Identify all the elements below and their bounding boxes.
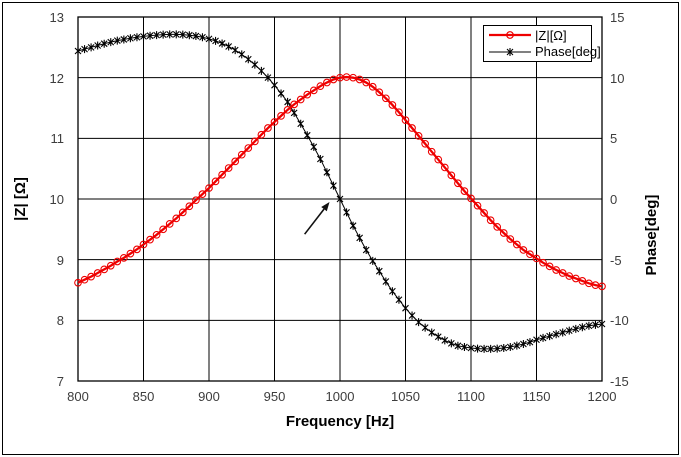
y-left-tick-label: 11 [50, 131, 65, 147]
x-tick-label: 1100 [457, 389, 485, 404]
right-axis-title: Phase[deg] [643, 194, 660, 276]
x-tick-label: 1200 [587, 389, 617, 404]
y-right-tick-label: -10 [610, 313, 629, 329]
series-markers-phase [74, 30, 606, 353]
x-tick-label: 1050 [391, 389, 420, 404]
series-markers-impedance [74, 73, 606, 291]
y-right-tick-label: 10 [610, 70, 625, 86]
legend-item-phase: Phase[deg] [488, 44, 601, 61]
x-axis-title: Frequency [Hz] [285, 413, 395, 430]
legend-label-impedance: |Z|[Ω] [535, 27, 567, 43]
y-right-tick-label: 5 [610, 131, 618, 147]
x-tick-label: 900 [198, 389, 220, 404]
legend-sample-impedance-line [489, 31, 531, 40]
legend: |Z|[Ω] Phase[deg] [483, 25, 601, 62]
x-tick-label: 850 [132, 389, 155, 404]
y-left-tick-label: 8 [56, 313, 64, 329]
legend-label-phase: Phase[deg] [535, 44, 601, 60]
series-line-impedance [77, 75, 603, 288]
y-left-tick-label: 9 [56, 252, 64, 268]
arrow-annotation [303, 202, 330, 235]
y-right-tick-label: -5 [610, 252, 622, 268]
y-right-tick-label: -15 [610, 374, 629, 389]
y-left-tick-label: 13 [49, 10, 64, 25]
x-tick-label: 1150 [522, 389, 551, 404]
y-left-tick-label: 12 [49, 70, 64, 86]
y-left-tick-label: 10 [49, 192, 64, 207]
y-right-tick-label: 0 [610, 192, 618, 207]
y-right-tick-label: 15 [610, 10, 625, 25]
x-tick-label: 950 [263, 389, 286, 404]
y-left-tick-label: 7 [56, 374, 64, 389]
x-tick-label: 1000 [325, 389, 355, 404]
legend-item-impedance: |Z|[Ω] [488, 27, 587, 44]
legend-sample-phase-line [489, 47, 531, 56]
x-tick-label: 800 [67, 389, 89, 404]
plot-border [77, 16, 603, 382]
